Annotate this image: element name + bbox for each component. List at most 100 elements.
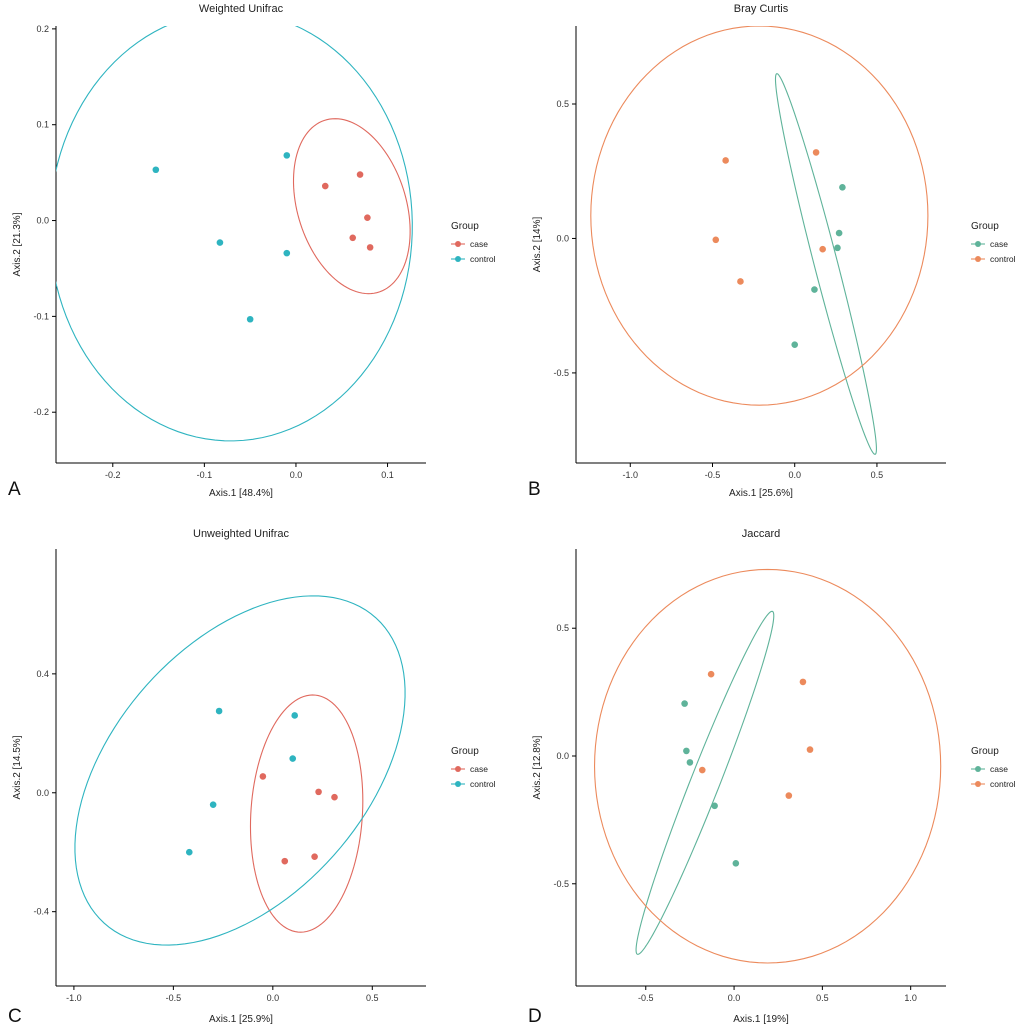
- y-tick-label: 0.0: [36, 216, 49, 226]
- panel-b: Bray Curtis -1.0 -0.5 0.0 0.5 -0.5 0.0 0.5 Axis.…: [528, 3, 1016, 500]
- legend-item-case: case: [470, 239, 488, 249]
- ellipse-control: [56, 26, 413, 442]
- point-control: [812, 149, 820, 156]
- legend-key-dot: [455, 766, 461, 772]
- y-tick-label: 0.0: [36, 788, 49, 798]
- point-case: [732, 860, 740, 867]
- point-control: [246, 315, 254, 323]
- point-case: [811, 286, 818, 293]
- point-control: [291, 712, 299, 719]
- x-tick-label: 0.1: [381, 470, 394, 480]
- y-tick-label: 0.0: [556, 233, 569, 243]
- panel-c-letter: C: [8, 1006, 22, 1027]
- x-tick-label: -0.1: [197, 470, 213, 480]
- x-tick-label: 0.5: [871, 470, 884, 480]
- x-tick-label: 0.0: [788, 470, 801, 480]
- point-control: [289, 755, 297, 762]
- point-control: [712, 236, 720, 244]
- point-control: [216, 239, 224, 246]
- y-tick-label: 0.5: [556, 623, 569, 633]
- y-tick-label: 0.5: [556, 99, 569, 109]
- point-control: [799, 678, 807, 686]
- x-tick-label: -0.5: [638, 993, 654, 1003]
- y-tick-label: -0.5: [553, 879, 569, 889]
- y-tick-label: 0.2: [36, 24, 49, 34]
- x-tick-label: -0.5: [705, 470, 721, 480]
- legend-title: Group: [971, 221, 999, 232]
- x-tick-label: -1.0: [623, 470, 639, 480]
- panel-d-letter: D: [528, 1006, 542, 1027]
- panel-d-y-label: Axis.2 [12.8%]: [532, 735, 543, 799]
- legend-item-case: case: [990, 239, 1008, 249]
- ellipse-control: [590, 26, 929, 406]
- point-control: [209, 801, 217, 808]
- point-control: [185, 848, 193, 856]
- panel-d-title: Jaccard: [742, 528, 781, 540]
- y-tick-label: -0.1: [33, 311, 49, 321]
- y-tick-label: -0.2: [33, 407, 49, 417]
- point-case: [356, 171, 364, 178]
- point-control: [819, 245, 826, 253]
- panel-a-letter: A: [8, 479, 21, 500]
- point-case: [364, 214, 371, 221]
- legend-key-dot: [455, 241, 461, 247]
- legend-title: Group: [971, 746, 999, 757]
- point-control: [806, 746, 814, 753]
- y-tick-label: 0.1: [36, 120, 49, 130]
- point-case: [834, 244, 841, 252]
- point-case: [281, 857, 289, 865]
- point-case: [791, 341, 799, 348]
- panel-c-title: Unweighted Unifrac: [193, 528, 289, 540]
- point-case: [835, 229, 843, 237]
- legend-item-case: case: [990, 764, 1008, 774]
- point-control: [698, 766, 706, 774]
- point-case: [321, 182, 329, 190]
- x-tick-label: 0.5: [816, 993, 829, 1003]
- y-tick-label: -0.4: [33, 907, 49, 917]
- panel-d: Jaccard -0.5 0.0 0.5 1.0 -0.5 0.0 0.5 Axis.1 [19…: [528, 528, 1016, 1027]
- x-tick-label: -0.2: [105, 470, 121, 480]
- panel-a-x-label: Axis.1 [48.4%]: [209, 488, 273, 499]
- panel-a-legend: Group case control: [451, 221, 496, 264]
- point-case: [259, 773, 267, 780]
- x-tick-label: 0.0: [267, 993, 280, 1003]
- y-tick-label: 0.4: [36, 669, 49, 679]
- panel-c-legend: Group case control: [451, 746, 496, 789]
- legend-key-dot: [975, 241, 981, 247]
- point-case: [366, 244, 374, 251]
- legend-title: Group: [451, 221, 479, 232]
- ellipse-case: [249, 694, 364, 933]
- y-tick-label: -0.5: [553, 368, 569, 378]
- panel-a: Weighted Unifrac -0.2 -0.1 0.0 0.1 -0.2 -0.1 0.…: [8, 3, 496, 500]
- panel-c-x-label: Axis.1 [25.9%]: [209, 1014, 273, 1025]
- point-control: [785, 792, 793, 799]
- panel-b-letter: B: [528, 479, 541, 500]
- ellipse-control: [593, 568, 942, 964]
- panel-d-legend: Group case control: [971, 746, 1016, 789]
- ellipse-case: [774, 73, 877, 455]
- ellipse-case: [635, 610, 775, 955]
- panel-a-y-label: Axis.2 [21.3%]: [12, 212, 23, 276]
- x-tick-label: 0.0: [290, 470, 303, 480]
- point-case: [711, 802, 718, 810]
- x-tick-label: 0.0: [728, 993, 741, 1003]
- legend-key-dot: [975, 781, 981, 787]
- legend-key-dot: [455, 781, 461, 787]
- panel-b-x-label: Axis.1 [25.6%]: [729, 488, 793, 499]
- point-control: [283, 249, 291, 257]
- legend-item-control: control: [990, 779, 1016, 789]
- point-control: [737, 278, 744, 285]
- panel-b-title: Bray Curtis: [734, 3, 789, 15]
- legend-item-control: control: [470, 254, 496, 264]
- legend-key-dot: [975, 256, 981, 262]
- x-tick-label: 0.5: [366, 993, 379, 1003]
- point-case: [315, 788, 322, 796]
- panel-c: Unweighted Unifrac -1.0 -0.5 0.0 0.5 -0.4 0.0 0…: [8, 528, 496, 1027]
- point-case: [681, 700, 688, 707]
- legend-key-dot: [975, 766, 981, 772]
- point-control: [283, 152, 291, 159]
- point-control: [722, 157, 729, 164]
- ellipse-control: [74, 595, 406, 946]
- x-tick-label: 1.0: [904, 993, 917, 1003]
